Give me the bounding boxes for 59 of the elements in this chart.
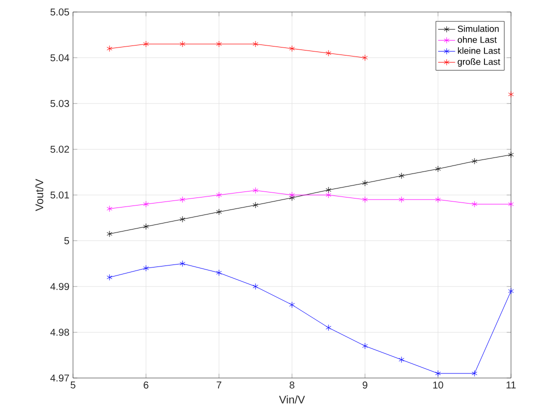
point xyxy=(472,158,478,164)
y-tick-label: 5.03 xyxy=(50,100,70,108)
point xyxy=(289,302,295,308)
point xyxy=(362,196,368,203)
point xyxy=(106,274,112,281)
point xyxy=(508,91,514,98)
point xyxy=(143,200,149,208)
point xyxy=(398,172,404,180)
point xyxy=(216,192,222,198)
point xyxy=(216,270,222,276)
x-tick-label: 9 xyxy=(362,382,368,389)
y-axis-title: Vout/V xyxy=(35,178,44,212)
legend-label: kleine Last xyxy=(458,47,500,54)
point xyxy=(398,196,404,203)
point xyxy=(180,216,186,222)
y-tick-label: 5.04 xyxy=(50,54,70,62)
legend-label: Simulation xyxy=(458,25,499,32)
legend-label: große Last xyxy=(458,58,500,67)
point xyxy=(362,180,368,186)
legend-label: ohne Last xyxy=(458,36,497,43)
point xyxy=(326,186,332,194)
point xyxy=(143,264,149,272)
x-tick-label: 6 xyxy=(144,382,148,389)
point xyxy=(106,230,112,238)
point xyxy=(435,196,441,203)
point xyxy=(216,208,222,216)
point xyxy=(398,356,404,363)
y-tick-label: 5.02 xyxy=(50,146,69,153)
y-tick-label: 5 xyxy=(64,237,70,244)
point xyxy=(472,370,478,377)
x-axis-title: Vin/V xyxy=(279,395,305,404)
point xyxy=(180,196,186,203)
x-tick-label: 7 xyxy=(216,382,222,388)
x-tick-label: 11 xyxy=(506,382,516,388)
y-tick-label: 5.05 xyxy=(50,8,70,16)
point xyxy=(252,187,258,194)
x-tick-label: 10 xyxy=(433,382,444,389)
point xyxy=(435,370,441,377)
y-tick-label: 4.98 xyxy=(50,328,70,336)
point xyxy=(508,288,514,294)
point xyxy=(326,324,332,331)
point xyxy=(472,200,478,208)
point xyxy=(180,260,186,267)
point xyxy=(252,202,258,208)
point xyxy=(143,223,149,230)
y-tick-label: 4.99 xyxy=(50,282,70,290)
point xyxy=(362,342,368,350)
point xyxy=(289,192,295,198)
point xyxy=(508,152,514,158)
point xyxy=(252,283,258,290)
x-tick-label: 5 xyxy=(70,382,76,388)
y-tick-label: 4.97 xyxy=(50,374,69,382)
point xyxy=(106,205,112,212)
point xyxy=(326,192,332,198)
point xyxy=(508,200,514,208)
x-tick-label: 8 xyxy=(290,382,294,389)
point xyxy=(289,194,295,201)
y-tick-label: 5.01 xyxy=(50,191,69,199)
point xyxy=(435,166,441,172)
